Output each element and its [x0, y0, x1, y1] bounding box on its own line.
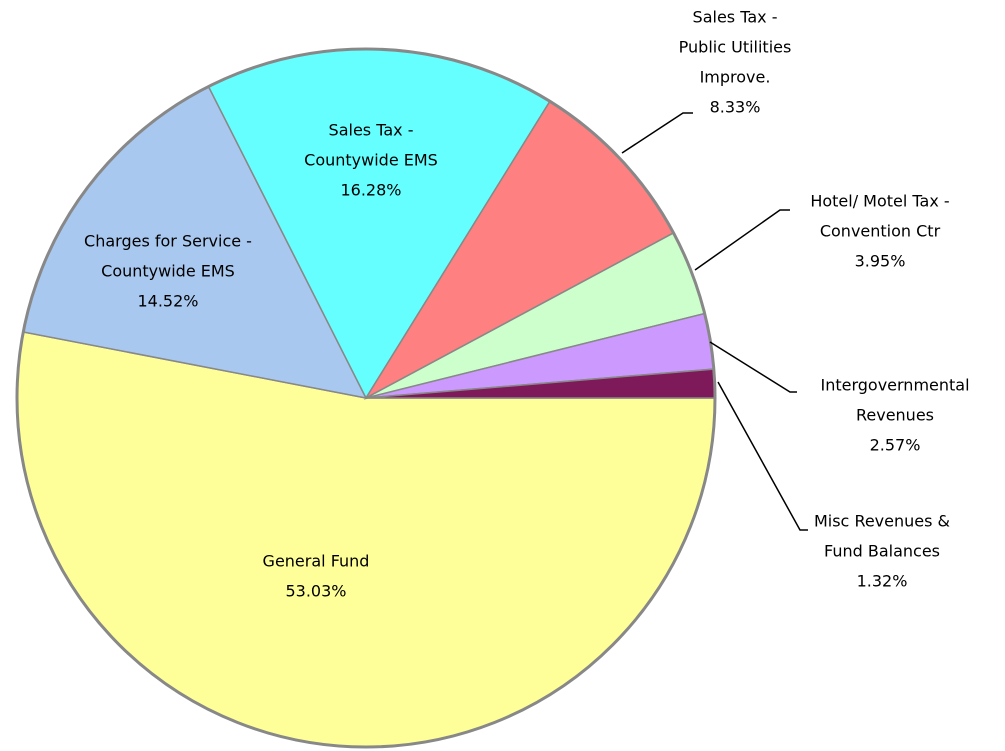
slice-label: Revenues: [856, 406, 934, 425]
slice-label: Intergovernmental: [820, 376, 969, 395]
leader-line: [621, 112, 693, 154]
leader-line: [709, 341, 797, 393]
value-label: 1.32%: [857, 572, 908, 591]
value-label: 14.52%: [137, 292, 198, 311]
value-label: 8.33%: [710, 98, 761, 117]
slice-label: Convention Ctr: [820, 222, 941, 241]
slice-label: Improve.: [700, 68, 771, 87]
slice-label: Sales Tax -: [693, 8, 778, 27]
slice-label: Countywide EMS: [304, 151, 438, 170]
leader-line: [717, 381, 808, 531]
value-label: 2.57%: [870, 436, 921, 455]
slice-label: General Fund: [263, 552, 370, 571]
slice-label: Misc Revenues &: [814, 512, 950, 531]
slice-label: Charges for Service -: [84, 232, 252, 251]
value-label: 16.28%: [340, 181, 401, 200]
slice-label: Countywide EMS: [101, 262, 235, 281]
slice-label: Hotel/ Motel Tax -: [810, 192, 949, 211]
value-label: 53.03%: [285, 582, 346, 601]
pie-outline: [15, 47, 717, 749]
value-label: 3.95%: [855, 252, 906, 271]
slice-label: Fund Balances: [824, 542, 940, 561]
slice-label: Public Utilities: [679, 38, 792, 57]
leader-line: [694, 209, 790, 271]
slice-label: Sales Tax -: [329, 121, 414, 140]
